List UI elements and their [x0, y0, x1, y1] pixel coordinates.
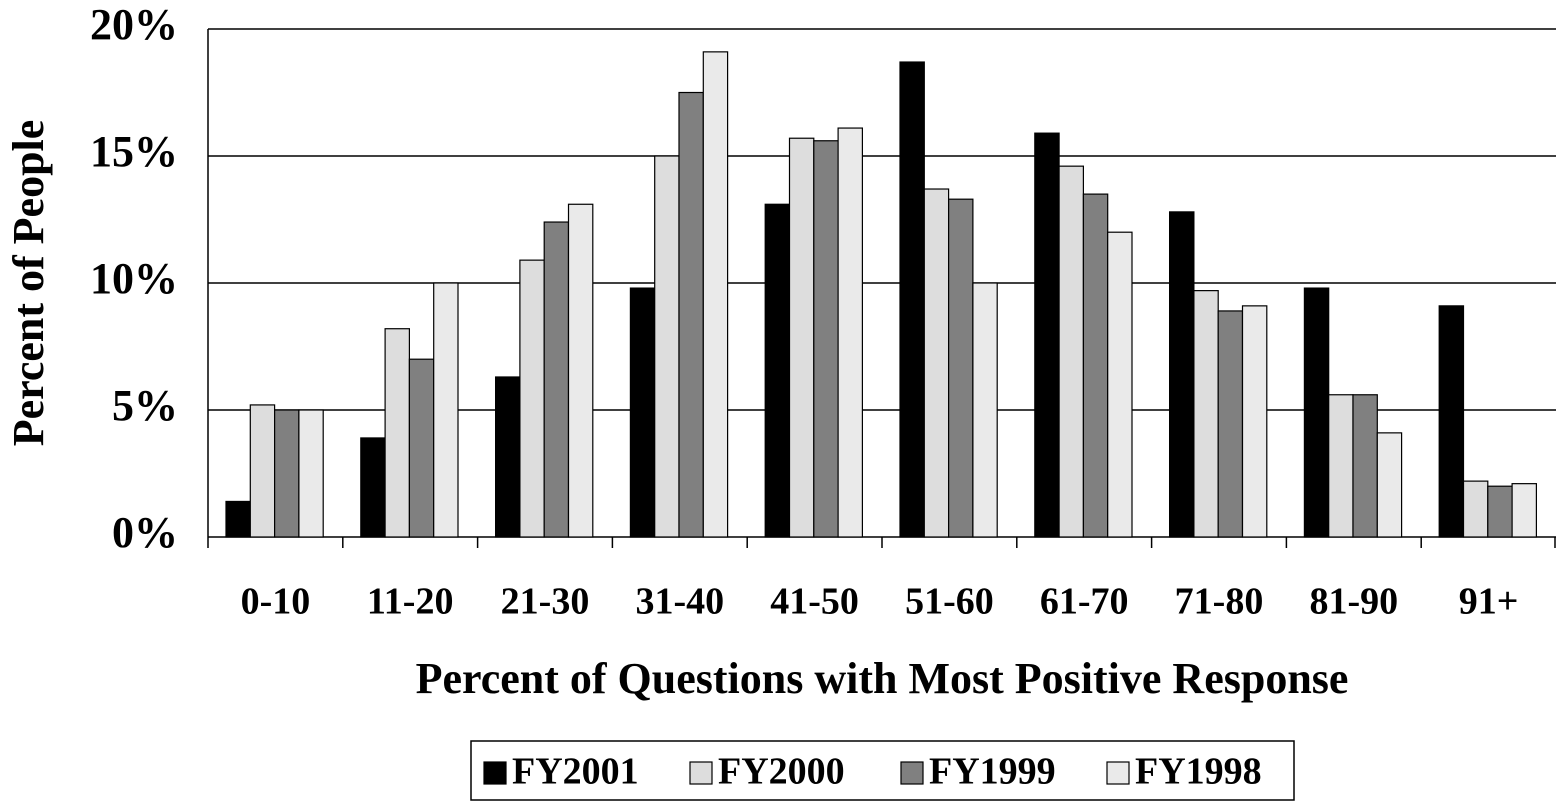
bar: [1352, 394, 1378, 538]
bar: [433, 282, 459, 538]
legend-box: [470, 740, 1295, 801]
bar: [1193, 290, 1219, 538]
bar: [837, 127, 863, 538]
bar: [654, 155, 680, 538]
x-tick-label: 31-40: [635, 581, 724, 623]
y-axis-title: Percent of People: [4, 120, 53, 447]
y-tick-label: 0%: [112, 508, 178, 557]
bar: [1168, 211, 1195, 538]
x-tick-label: 71-80: [1175, 581, 1264, 623]
bar: [408, 358, 435, 538]
bar: [384, 328, 411, 538]
y-tick-label: 20%: [90, 0, 178, 49]
bar: [764, 203, 791, 538]
y-tick-label: 15%: [90, 127, 178, 176]
bar: [1438, 305, 1465, 538]
x-tick-label: 41-50: [770, 581, 859, 623]
bar: [1376, 432, 1403, 538]
bar: [1034, 132, 1060, 538]
bar: [1241, 305, 1268, 538]
bar: [1082, 193, 1109, 538]
bar: [225, 500, 251, 538]
bar: [1328, 394, 1354, 538]
legend-label: FY1999: [929, 751, 1056, 793]
bar: [298, 409, 324, 538]
legend-label: FY1998: [1135, 751, 1262, 793]
y-tick-label: 10%: [90, 254, 178, 303]
legend-swatch: [1106, 761, 1130, 785]
bar: [813, 140, 839, 538]
bar: [249, 404, 276, 538]
bar: [360, 437, 386, 538]
bar: [788, 137, 815, 538]
legend-label: FY2000: [718, 751, 845, 793]
legend-label: FY2001: [512, 751, 639, 793]
x-tick-label: 0-10: [241, 581, 311, 623]
bar: [629, 287, 656, 538]
bar: [1058, 165, 1084, 538]
bar: [1107, 231, 1133, 538]
bar: [678, 91, 704, 538]
bar: [1511, 483, 1537, 538]
bar: [495, 376, 521, 538]
x-axis-title: Percent of Questions with Most Positive …: [416, 654, 1349, 703]
bar: [274, 409, 300, 538]
legend-swatch: [483, 761, 507, 785]
x-tick-label: 91+: [1459, 581, 1519, 623]
x-tick-label: 21-30: [501, 581, 590, 623]
bar: [1303, 287, 1330, 538]
bar: [947, 198, 974, 538]
y-tick-label: 5%: [112, 381, 178, 430]
bar: [702, 51, 729, 538]
x-tick-label: 61-70: [1040, 581, 1129, 623]
x-tick-label: 11-20: [367, 581, 454, 623]
legend-swatch: [689, 761, 713, 785]
x-tick-label: 51-60: [905, 581, 994, 623]
bar: [899, 61, 925, 538]
bar: [1217, 310, 1244, 538]
bar: [1487, 485, 1513, 538]
legend-swatch: [900, 761, 924, 785]
x-tick-label: 81-90: [1309, 581, 1398, 623]
bar: [519, 259, 545, 538]
bar: [567, 203, 594, 538]
bar: [1462, 480, 1489, 538]
bar: [923, 188, 950, 538]
bar: [543, 221, 570, 538]
bar: [972, 282, 998, 538]
